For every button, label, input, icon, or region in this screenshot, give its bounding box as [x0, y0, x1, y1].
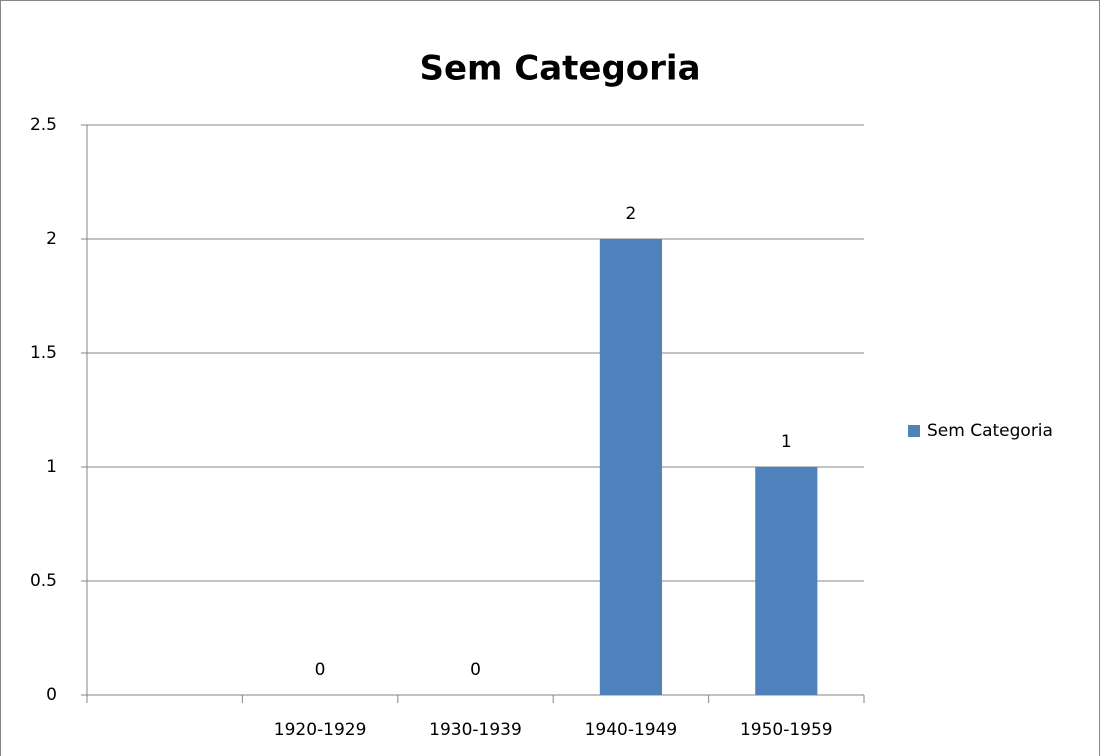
y-tick-label: 1.5: [30, 343, 57, 363]
x-tick-label: 1950-1959: [740, 720, 833, 740]
legend-swatch: [908, 425, 920, 437]
data-label: 0: [470, 660, 481, 680]
y-tick-label: 2.5: [30, 115, 57, 135]
x-tick-label: 1920-1929: [274, 720, 367, 740]
bar: [599, 239, 662, 695]
legend-label: Sem Categoria: [927, 421, 1053, 441]
chart-title: Sem Categoria: [419, 49, 700, 89]
bar: [755, 467, 818, 695]
data-label: 2: [625, 204, 636, 224]
y-tick-label: 0: [46, 685, 57, 705]
y-tick-label: 1: [46, 457, 57, 477]
data-label: 0: [315, 660, 326, 680]
y-tick-label: 0.5: [30, 571, 57, 591]
y-tick-label: 2: [46, 229, 57, 249]
x-tick-label: 1940-1949: [585, 720, 678, 740]
data-label: 1: [781, 432, 792, 452]
x-tick-label: 1930-1939: [429, 720, 522, 740]
